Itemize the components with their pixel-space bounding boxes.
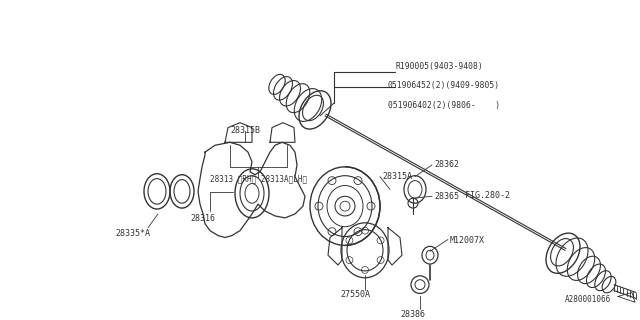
Text: M12007X: M12007X	[450, 236, 485, 244]
Text: 28315A: 28315A	[382, 172, 412, 181]
Text: 27550A: 27550A	[340, 290, 370, 299]
Text: 28316: 28316	[190, 214, 215, 223]
Text: 051906402(2)(9806-    ): 051906402(2)(9806- )	[388, 101, 500, 110]
Text: 28313 〈RH〉 28313A〈LH〉: 28313 〈RH〉 28313A〈LH〉	[210, 175, 307, 184]
Text: 28315B: 28315B	[230, 126, 260, 135]
Text: A280001066: A280001066	[565, 295, 611, 304]
Text: 28335*A: 28335*A	[115, 229, 150, 238]
Text: R190005(9403-9408): R190005(9403-9408)	[396, 62, 484, 71]
Text: 28365: 28365	[434, 192, 459, 201]
Text: 28386: 28386	[400, 310, 425, 319]
Text: 051906452(2)(9409-9805): 051906452(2)(9409-9805)	[388, 82, 500, 91]
Text: 28362: 28362	[434, 160, 459, 169]
Text: FIG.280-2: FIG.280-2	[465, 191, 510, 200]
